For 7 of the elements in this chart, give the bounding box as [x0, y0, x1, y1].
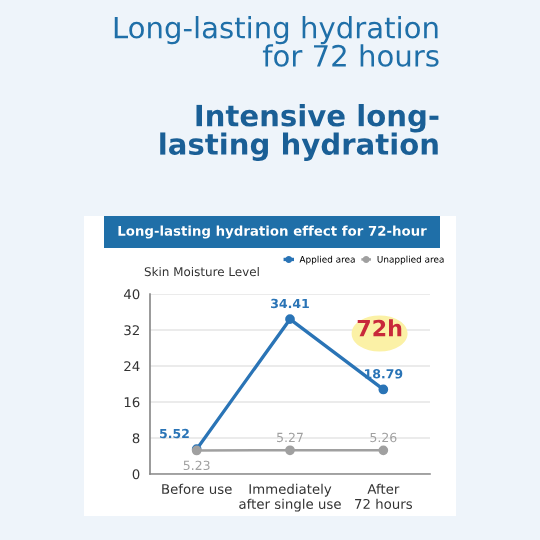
chart-subtitle: Intensive long- lasting hydration [160, 104, 439, 161]
annotation: 72h [357, 319, 402, 337]
point [285, 445, 295, 456]
point [378, 445, 389, 456]
point [378, 384, 389, 395]
chart-title: Long-lasting hydration for 72 hours [114, 16, 439, 67]
point [285, 314, 295, 325]
